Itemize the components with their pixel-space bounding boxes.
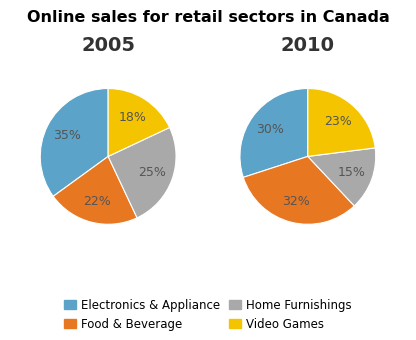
Text: 32%: 32% <box>282 194 310 208</box>
Text: 25%: 25% <box>138 166 166 178</box>
Text: 35%: 35% <box>53 129 81 142</box>
Legend: Electronics & Appliance, Food & Beverage, Home Furnishings, Video Games: Electronics & Appliance, Food & Beverage… <box>61 295 355 334</box>
Text: Online sales for retail sectors in Canada: Online sales for retail sectors in Canad… <box>27 10 389 25</box>
Title: 2010: 2010 <box>281 36 335 55</box>
Wedge shape <box>53 156 137 224</box>
Text: 23%: 23% <box>324 115 352 128</box>
Text: 18%: 18% <box>119 111 147 124</box>
Wedge shape <box>308 148 376 206</box>
Wedge shape <box>40 88 108 196</box>
Text: 15%: 15% <box>337 166 365 178</box>
Wedge shape <box>240 88 308 177</box>
Wedge shape <box>108 128 176 218</box>
Wedge shape <box>243 156 354 224</box>
Text: 22%: 22% <box>83 194 111 208</box>
Wedge shape <box>308 88 375 156</box>
Title: 2005: 2005 <box>81 36 135 55</box>
Text: 30%: 30% <box>257 123 285 136</box>
Wedge shape <box>108 88 170 156</box>
